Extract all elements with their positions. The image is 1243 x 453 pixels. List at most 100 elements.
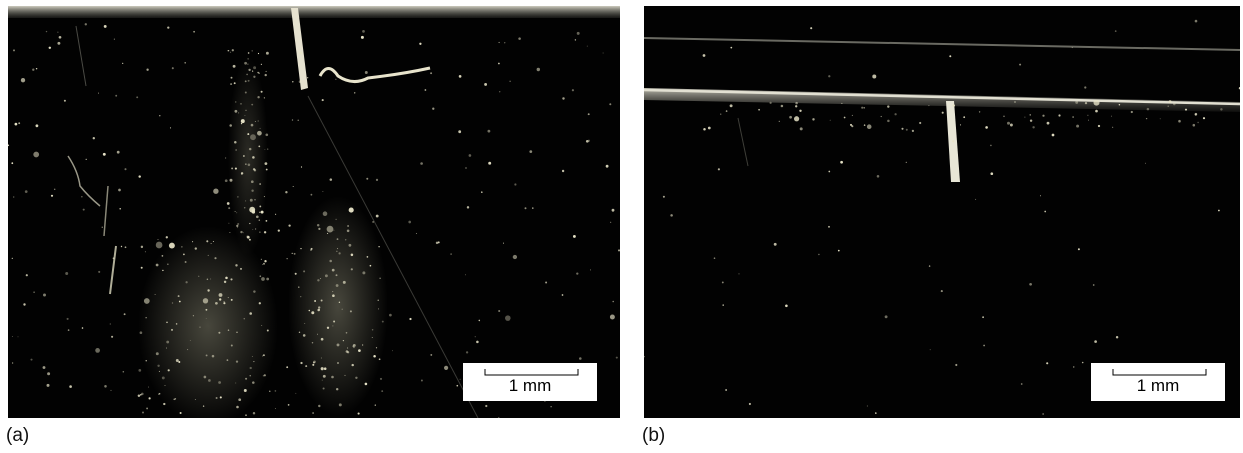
- speckle: [244, 80, 247, 83]
- speckle: [880, 115, 882, 118]
- speckle: [357, 412, 360, 415]
- speckle: [144, 251, 146, 253]
- speckle: [1145, 117, 1148, 120]
- speckle: [484, 82, 488, 86]
- speckle: [828, 170, 831, 173]
- speckle: [218, 293, 223, 297]
- speckle: [292, 185, 294, 188]
- speckle: [45, 30, 48, 33]
- speckle: [155, 241, 163, 249]
- speckle: [155, 352, 159, 356]
- speckle: [219, 396, 222, 399]
- speckle: [335, 218, 337, 221]
- speckle: [246, 235, 250, 239]
- speckle: [84, 23, 87, 26]
- speckle: [333, 320, 336, 323]
- speckle: [115, 94, 118, 97]
- speckle: [793, 116, 800, 122]
- speckle: [353, 92, 356, 94]
- speckle: [901, 127, 904, 130]
- speckle: [184, 261, 187, 263]
- speckle: [725, 389, 727, 391]
- speckle: [518, 37, 521, 40]
- speckle: [298, 286, 300, 288]
- speckle: [235, 382, 237, 384]
- speckle: [42, 366, 46, 369]
- panel-label-b: (b): [642, 425, 666, 446]
- speckle: [468, 154, 472, 157]
- speckle: [259, 127, 261, 129]
- speckle: [345, 350, 349, 353]
- speckle: [828, 75, 831, 78]
- speckle: [294, 272, 297, 275]
- speckle: [828, 225, 830, 228]
- speckle: [338, 403, 342, 407]
- speckle: [1218, 209, 1220, 212]
- speckle: [53, 188, 56, 191]
- speckle: [306, 77, 309, 79]
- speckle: [985, 126, 988, 129]
- speckle: [24, 190, 28, 193]
- speckle: [333, 229, 335, 231]
- speckle: [983, 344, 985, 347]
- speckle: [207, 289, 210, 292]
- speckle: [98, 92, 99, 94]
- speckle: [587, 113, 590, 116]
- scale-bar-a: 1 mm: [463, 363, 597, 401]
- speckle: [536, 67, 540, 72]
- speckle: [252, 70, 254, 72]
- speckle: [321, 379, 323, 381]
- speckle: [263, 262, 265, 265]
- speckle: [459, 378, 461, 380]
- speckle: [238, 112, 240, 114]
- speckle: [373, 355, 376, 358]
- speckle: [1009, 123, 1013, 127]
- speckle: [344, 374, 346, 376]
- speckle: [662, 195, 665, 198]
- speckle: [122, 62, 124, 65]
- speckle: [329, 259, 332, 263]
- speckle: [617, 249, 620, 252]
- speckle: [841, 102, 843, 104]
- speckle: [50, 194, 54, 197]
- speckle: [264, 73, 267, 77]
- speckle: [258, 302, 261, 305]
- speckle: [11, 336, 13, 337]
- speckle: [894, 113, 897, 116]
- speckle: [371, 328, 374, 331]
- speckle: [139, 331, 143, 335]
- speckle: [478, 319, 481, 322]
- speckle: [47, 372, 51, 376]
- speckle: [1032, 126, 1035, 129]
- speckle: [266, 277, 270, 281]
- speckle: [975, 198, 977, 200]
- speckle: [576, 272, 579, 275]
- speckle: [161, 376, 165, 380]
- speckle: [229, 178, 233, 182]
- speckle: [1130, 110, 1133, 114]
- speckle: [1075, 100, 1079, 104]
- speckle: [707, 126, 711, 130]
- speckle: [210, 278, 212, 280]
- speckle: [561, 169, 565, 173]
- speckle: [444, 365, 449, 370]
- speckle: [430, 353, 433, 356]
- speckle: [1097, 124, 1101, 128]
- speckle: [298, 80, 302, 84]
- speckle: [218, 381, 222, 384]
- speckle: [458, 130, 462, 134]
- speckle: [245, 163, 247, 165]
- speckle: [1051, 133, 1055, 137]
- speckle: [1046, 362, 1049, 365]
- speckle: [812, 118, 815, 121]
- speckle: [43, 293, 46, 297]
- speckle: [109, 323, 111, 325]
- speckle: [310, 193, 313, 196]
- speckle: [137, 394, 141, 398]
- speckle: [81, 196, 83, 198]
- speckle: [247, 58, 249, 60]
- speckle: [286, 366, 289, 369]
- speckle: [236, 212, 238, 214]
- speckle: [205, 318, 207, 319]
- speckle: [940, 290, 943, 293]
